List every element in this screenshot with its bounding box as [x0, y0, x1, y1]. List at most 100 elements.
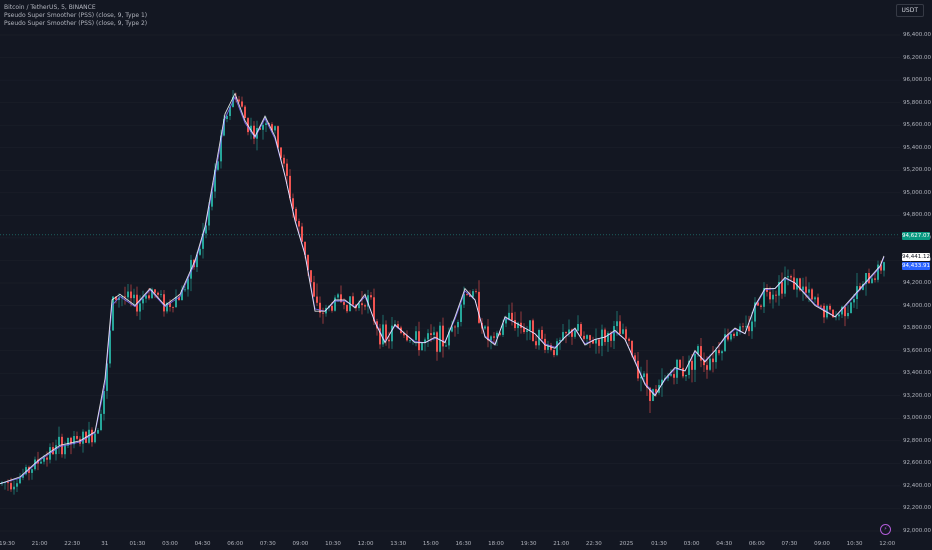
candle-body [649, 387, 651, 401]
candle-body [286, 163, 288, 176]
candle-body [688, 360, 690, 375]
lightning-icon[interactable]: ⚡ [880, 524, 891, 535]
candle-body [490, 336, 492, 341]
x-tick-label: 01:30 [651, 541, 667, 547]
candle-body [118, 297, 120, 300]
candle-body [127, 291, 129, 298]
candle-body [499, 332, 501, 335]
candle-body [583, 335, 585, 339]
candle-body [352, 296, 354, 305]
candle-body [25, 467, 27, 475]
last-price-label: 94,627.07 [902, 232, 930, 240]
x-tick-label: 18:00 [488, 541, 504, 547]
candle-body [196, 254, 198, 268]
candle-body [832, 309, 834, 318]
candle-body [598, 339, 600, 346]
candle-body [433, 332, 435, 335]
candle-body [64, 445, 66, 455]
candle-body [112, 296, 114, 331]
candle-body [607, 332, 609, 342]
candle-body [385, 324, 387, 340]
candle-body [271, 124, 273, 131]
candle-body [310, 270, 312, 283]
candle-body [418, 331, 420, 351]
candle-body [172, 306, 174, 308]
y-tick-label: 92,600.00 [903, 460, 931, 467]
x-tick-label: 07:30 [781, 541, 798, 547]
candle-body [175, 297, 177, 308]
y-tick-label: 96,000.00 [903, 77, 931, 84]
candle-body [619, 321, 621, 334]
candle-body [787, 276, 789, 278]
indicator-legend-type1[interactable]: Pseudo Super Smoother (PSS) (close, 9, T… [4, 12, 148, 19]
candle-body [253, 125, 255, 139]
candle-body [415, 331, 417, 340]
candle-body [298, 221, 300, 227]
candle-body [241, 101, 243, 107]
candle-body [802, 286, 804, 291]
candle-body [424, 339, 426, 343]
candle-body [799, 278, 801, 291]
candle-body [295, 208, 297, 222]
candle-body [724, 334, 726, 352]
y-tick-label: 95,200.00 [903, 167, 931, 174]
candle-body [505, 318, 507, 324]
candle-body [289, 175, 291, 199]
candle-body [739, 326, 741, 332]
candle-body [778, 281, 780, 296]
x-tick-label: 06:00 [748, 541, 765, 547]
candle-body [871, 278, 873, 284]
candle-body [574, 330, 576, 337]
candle-body [397, 324, 399, 328]
candle-body [745, 326, 747, 328]
candle-body [547, 345, 549, 350]
candle-body [106, 363, 108, 391]
candle-body [535, 341, 537, 346]
x-tick-label: 22:30 [585, 541, 602, 547]
candle-body [730, 333, 732, 340]
candle-body [511, 312, 513, 321]
candle-body [661, 379, 663, 386]
candle-body [439, 325, 441, 352]
price-axis[interactable]: 96,400.00 96,200.00 96,000.00 95,800.00 95,6… [900, 0, 932, 538]
candle-body [559, 339, 561, 342]
candle-body [367, 295, 369, 307]
indicator-legend-type2[interactable]: Pseudo Super Smoother (PSS) (close, 9, T… [4, 20, 148, 27]
candle-body [43, 457, 45, 462]
candle-body [370, 295, 372, 298]
candle-body [322, 312, 324, 314]
candle-body [307, 254, 309, 271]
candle-body [208, 206, 210, 226]
x-tick-label: 09:00 [292, 541, 309, 547]
candle-body [103, 390, 105, 414]
x-tick-label: 31 [101, 541, 109, 547]
candle-body [679, 359, 681, 368]
time-axis[interactable]: 19:30 21:00 22:30 31 01:30 03:00 04:30 06:00 07:… [0, 538, 932, 550]
currency-button[interactable]: USDT [895, 4, 924, 17]
candle-body [841, 306, 843, 315]
y-tick-label: 94,200.00 [903, 280, 931, 286]
candle-body [604, 329, 606, 342]
candle-body [130, 291, 132, 299]
y-tick-label: 93,000.00 [903, 415, 931, 422]
candle-body [541, 329, 543, 339]
candle-body [274, 126, 276, 131]
candle-body [472, 291, 474, 297]
symbol-title[interactable]: Bitcoin / TetherUS, 5, BINANCE [4, 4, 96, 11]
candle-body [202, 233, 204, 249]
candle-body [616, 321, 618, 327]
candle-body [532, 320, 534, 342]
candle-body [523, 327, 525, 333]
candle-body [133, 294, 135, 299]
candle-body [427, 333, 429, 340]
candle-body [520, 322, 522, 328]
candle-body [448, 331, 450, 346]
candle-body [883, 262, 885, 271]
candle-body [301, 226, 303, 242]
y-tick-label: 92,800.00 [903, 437, 931, 444]
candle-body [223, 119, 225, 136]
candle-body [19, 477, 21, 484]
x-tick-label: 04:30 [716, 541, 733, 547]
